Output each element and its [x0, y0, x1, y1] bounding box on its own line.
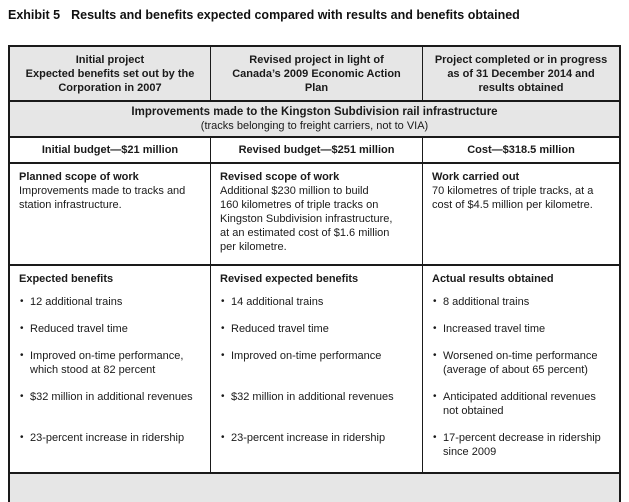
kingston-subdivision-row: Improvements made to the Kingston Subdiv…: [10, 100, 619, 136]
bullet-icon: •: [221, 296, 225, 307]
exhibit-label: Exhibit 5: [8, 8, 61, 22]
list-item-text: 23-percent increase in ridership: [30, 432, 185, 444]
work-carried-out-body: 70 kilometres of triple tracks, at a cos…: [432, 185, 594, 211]
list-item-text: 17-percent decrease in ridership since 2…: [443, 432, 601, 458]
bullet-icon: •: [433, 323, 437, 334]
list-item: • 14 additional trains: [210, 295, 422, 322]
initial-budget-cell: Initial budget—$21 million: [41, 144, 179, 156]
benefits-item-row-travel-time: • Reduced travel time • Reduced travel t…: [10, 322, 619, 349]
list-item: • Improved on-time performance: [210, 349, 422, 390]
list-item: • 23-percent increase in ridership: [210, 431, 422, 472]
list-item-text: 14 additional trains: [231, 296, 324, 308]
list-item-text: $32 million in additional revenues: [30, 391, 193, 403]
list-item: • Reduced travel time: [210, 322, 422, 349]
revised-scope-body: Additional $230 million to build 160 kil…: [220, 185, 393, 253]
list-item: • 8 additional trains: [422, 295, 619, 322]
bullet-icon: •: [20, 432, 24, 443]
revised-scope-cell: Revised scope of work Additional $230 mi…: [210, 164, 422, 264]
list-item: • 12 additional trains: [10, 295, 210, 322]
list-item: • 23-percent increase in ridership: [10, 431, 210, 472]
list-item: • Reduced travel time: [10, 322, 210, 349]
work-carried-out-heading: Work carried out: [432, 171, 520, 183]
list-item-text: Reduced travel time: [30, 323, 128, 335]
list-item-text: 8 additional trains: [443, 296, 530, 308]
bullet-icon: •: [433, 296, 437, 307]
bullet-icon: •: [221, 432, 225, 443]
benefits-row: Expected benefits Revised expected benef…: [10, 264, 619, 472]
work-carried-out-cell: Work carried out 70 kilometres of triple…: [422, 164, 619, 264]
list-item-text: Anticipated additional revenues not obta…: [443, 391, 596, 417]
next-table-row-partial: [10, 472, 619, 502]
list-item-text: Improved on-time performance, which stoo…: [30, 350, 184, 376]
bullet-icon: •: [221, 350, 225, 361]
benefits-item-row-revenues: • $32 million in additional revenues • $…: [10, 390, 619, 431]
actual-results-heading: Actual results obtained: [422, 266, 619, 295]
results-comparison-table: Initial project Expected benefits set ou…: [8, 45, 621, 502]
planned-scope-heading: Planned scope of work: [19, 171, 139, 183]
list-item: • $32 million in additional revenues: [210, 390, 422, 431]
bullet-icon: •: [20, 296, 24, 307]
revised-scope-heading: Revised scope of work: [220, 171, 340, 183]
list-item-text: Increased travel time: [443, 323, 546, 335]
planned-scope-body: Improvements made to tracks and station …: [19, 185, 186, 211]
table-header-row: Initial project Expected benefits set ou…: [10, 47, 619, 100]
bullet-icon: •: [221, 323, 225, 334]
kingston-subdivision-heading: Improvements made to the Kingston Subdiv…: [131, 106, 498, 118]
planned-scope-cell: Planned scope of work Improvements made …: [10, 164, 210, 264]
bullet-icon: •: [20, 391, 24, 402]
list-item: • Anticipated additional revenues not ob…: [422, 390, 619, 431]
header-cell-initial-project: Initial project Expected benefits set ou…: [25, 53, 195, 94]
exhibit-title-text: Results and benefits expected compared w…: [71, 8, 520, 22]
benefits-item-row-on-time: • Improved on-time performance, which st…: [10, 349, 619, 390]
revised-benefits-heading: Revised expected benefits: [210, 266, 422, 295]
expected-benefits-heading: Expected benefits: [19, 273, 114, 285]
benefits-headings-row: Expected benefits Revised expected benef…: [10, 266, 619, 295]
bullet-icon: •: [433, 432, 437, 443]
kingston-subdivision-cell: Improvements made to the Kingston Subdiv…: [10, 102, 619, 136]
kingston-subdivision-subtext: (tracks belonging to freight carriers, n…: [200, 120, 429, 132]
bullet-icon: •: [433, 391, 437, 402]
bullet-icon: •: [20, 323, 24, 334]
benefits-item-row-ridership: • 23-percent increase in ridership • 23-…: [10, 431, 619, 472]
bullet-icon: •: [20, 350, 24, 361]
revised-budget-cell: Revised budget—$251 million: [210, 138, 422, 162]
exhibit-title: Exhibit 5 Results and benefits expected …: [8, 7, 629, 23]
bullet-icon: •: [433, 350, 437, 361]
list-item-text: $32 million in additional revenues: [231, 391, 394, 403]
list-item: • $32 million in additional revenues: [10, 390, 210, 431]
list-item: • Worsened on-time performance (average …: [422, 349, 619, 390]
cost-cell: Cost—$318.5 million: [422, 138, 619, 162]
list-item: • Improved on-time performance, which st…: [10, 349, 210, 390]
list-item: • Increased travel time: [422, 322, 619, 349]
benefits-item-row-trains: • 12 additional trains • 14 additional t…: [10, 295, 619, 322]
scope-of-work-row: Planned scope of work Improvements made …: [10, 162, 619, 264]
header-cell-project-completed: Project completed or in progress as of 3…: [422, 47, 619, 100]
list-item-text: Reduced travel time: [231, 323, 329, 335]
list-item-text: Improved on-time performance: [231, 350, 382, 362]
list-item-text: 12 additional trains: [30, 296, 123, 308]
list-item: • 17-percent decrease in ridership since…: [422, 431, 619, 472]
list-item-text: 23-percent increase in ridership: [231, 432, 386, 444]
list-item-text: Worsened on-time performance (average of…: [443, 350, 598, 376]
header-cell-revised-project: Revised project in light of Canada’s 200…: [210, 47, 422, 100]
budget-row: Initial budget—$21 million Revised budge…: [10, 136, 619, 162]
bullet-icon: •: [221, 391, 225, 402]
